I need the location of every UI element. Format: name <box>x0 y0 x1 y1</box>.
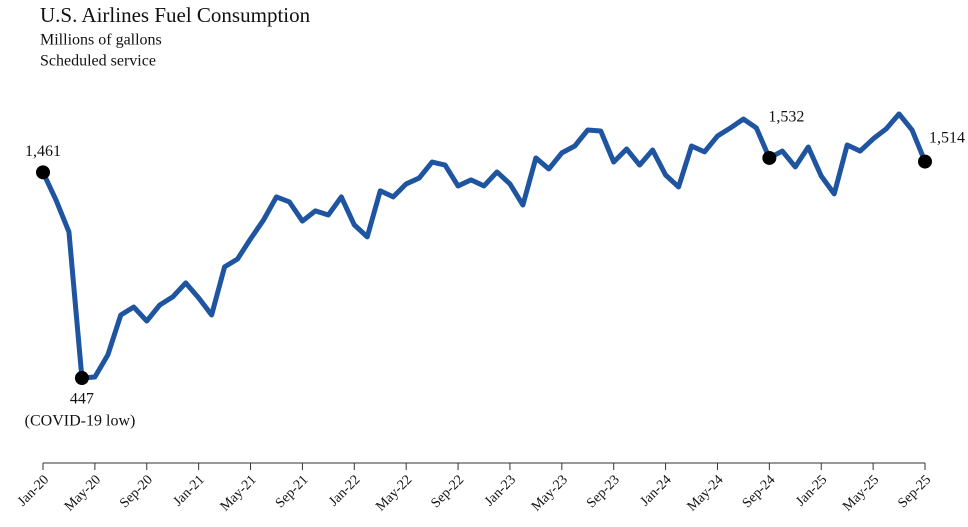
x-tick-label: May-24 <box>685 472 727 514</box>
data-line <box>40 111 928 381</box>
x-tick-label: May-22 <box>373 472 415 514</box>
highlight-dot <box>74 371 89 386</box>
x-tick-label: May-20 <box>62 472 104 514</box>
x-tick-label: Jan-21 <box>171 472 208 509</box>
data-label: 1,532 <box>768 109 804 126</box>
x-tick-label: May-25 <box>840 472 882 514</box>
x-tick-label: May-23 <box>529 472 571 514</box>
chart-subtitle: Millions of gallons <box>40 32 162 49</box>
x-tick-label: Jan-24 <box>638 472 675 509</box>
x-tick-label: Jan-20 <box>15 472 52 509</box>
x-tick-label: Sep-21 <box>273 472 312 511</box>
highlight-dot <box>918 154 932 169</box>
x-tick-label: Sep-25 <box>895 472 934 511</box>
x-tick-label: Sep-24 <box>740 472 779 511</box>
highlight-dot <box>36 165 50 180</box>
x-tick-label: Sep-23 <box>584 472 623 511</box>
data-label: 1,461 <box>25 143 61 160</box>
chart-subtitle: Scheduled service <box>40 53 156 70</box>
x-tick-label: Sep-22 <box>429 472 468 511</box>
annotation: (COVID-19 low) <box>25 413 136 430</box>
x-tick-label: Jan-23 <box>482 472 519 509</box>
data-label: 447 <box>70 391 94 408</box>
highlight-dot <box>762 150 777 165</box>
x-tick-label: May-21 <box>218 472 260 514</box>
x-tick-label: Jan-25 <box>793 472 830 509</box>
chart-title: U.S. Airlines Fuel Consumption <box>40 3 311 27</box>
x-tick-label: Jan-22 <box>326 472 363 509</box>
x-tick-label: Sep-20 <box>117 472 156 511</box>
data-label: 1,514 <box>929 129 965 146</box>
